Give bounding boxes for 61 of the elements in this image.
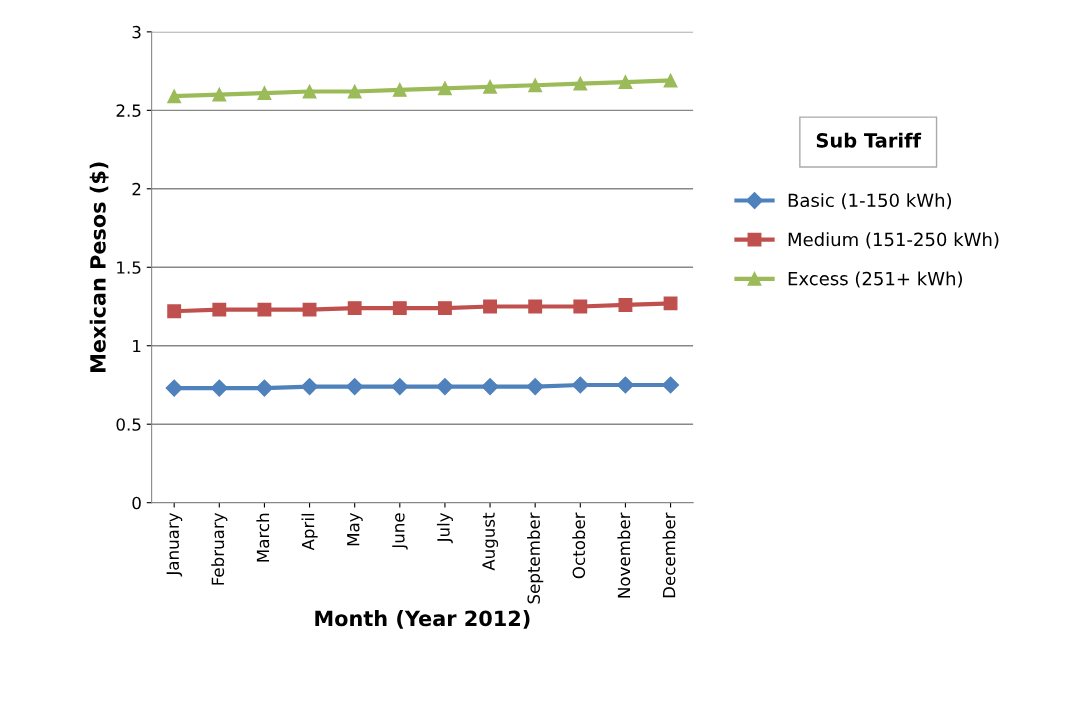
x-tick-label: October [572, 512, 586, 579]
legend-label: Excess (251+ kWh) [788, 271, 962, 288]
x-tick-label: December [662, 512, 676, 598]
point [347, 84, 362, 99]
point [526, 377, 544, 396]
y-tick-label: 2.5 [116, 104, 141, 117]
point [392, 301, 407, 316]
legend-title: Sub Tariff [816, 132, 922, 148]
x-tick-label: July [436, 512, 453, 544]
y-tick-label: 0 [132, 496, 141, 510]
point [618, 75, 633, 90]
x-tick-label: April [301, 513, 318, 551]
point [210, 379, 228, 397]
x-tick-label: August [482, 512, 499, 571]
point [346, 377, 364, 396]
point [437, 301, 452, 316]
point [392, 82, 407, 97]
point [663, 296, 678, 311]
point [662, 376, 680, 394]
point [573, 299, 588, 314]
point [257, 302, 272, 317]
y-tick-label: 1 [133, 339, 141, 353]
point [528, 78, 543, 93]
x-tick-label: January [166, 512, 183, 577]
point [483, 79, 498, 94]
y-tick-label: 1.5 [117, 261, 141, 274]
x-tick-label: June [392, 513, 408, 550]
point [167, 304, 182, 319]
y-tick-label: 3 [132, 25, 141, 39]
point [616, 376, 634, 394]
x-axis-title: Month (Year 2012) [315, 610, 530, 629]
point [573, 76, 588, 91]
point [663, 73, 678, 88]
legend-label: Basic (1-150 kWh) [788, 193, 952, 210]
point [481, 377, 499, 396]
point [347, 301, 362, 316]
x-tick-label: September [527, 512, 544, 604]
point [618, 297, 633, 312]
y-tick-label: 2 [132, 182, 141, 196]
point [167, 89, 182, 104]
point [212, 87, 227, 102]
x-tick-label: February [211, 512, 228, 585]
x-tick-label: May [347, 512, 363, 546]
point [212, 302, 227, 317]
point [255, 379, 273, 397]
legend-label: Medium (151-250 kWh) [788, 232, 999, 249]
point [483, 299, 498, 314]
point [437, 81, 452, 96]
point [528, 299, 543, 314]
point [165, 379, 183, 397]
point [257, 86, 272, 101]
point [391, 377, 409, 396]
point [302, 302, 317, 317]
point [436, 377, 454, 396]
point [571, 376, 589, 394]
point [301, 377, 319, 396]
x-tick-label: November [617, 512, 631, 598]
y-axis-title: Mexican Pesos ($) [89, 162, 109, 372]
y-tick-label: 0.5 [116, 418, 141, 431]
x-tick-label: March [256, 513, 270, 562]
point [302, 84, 317, 99]
